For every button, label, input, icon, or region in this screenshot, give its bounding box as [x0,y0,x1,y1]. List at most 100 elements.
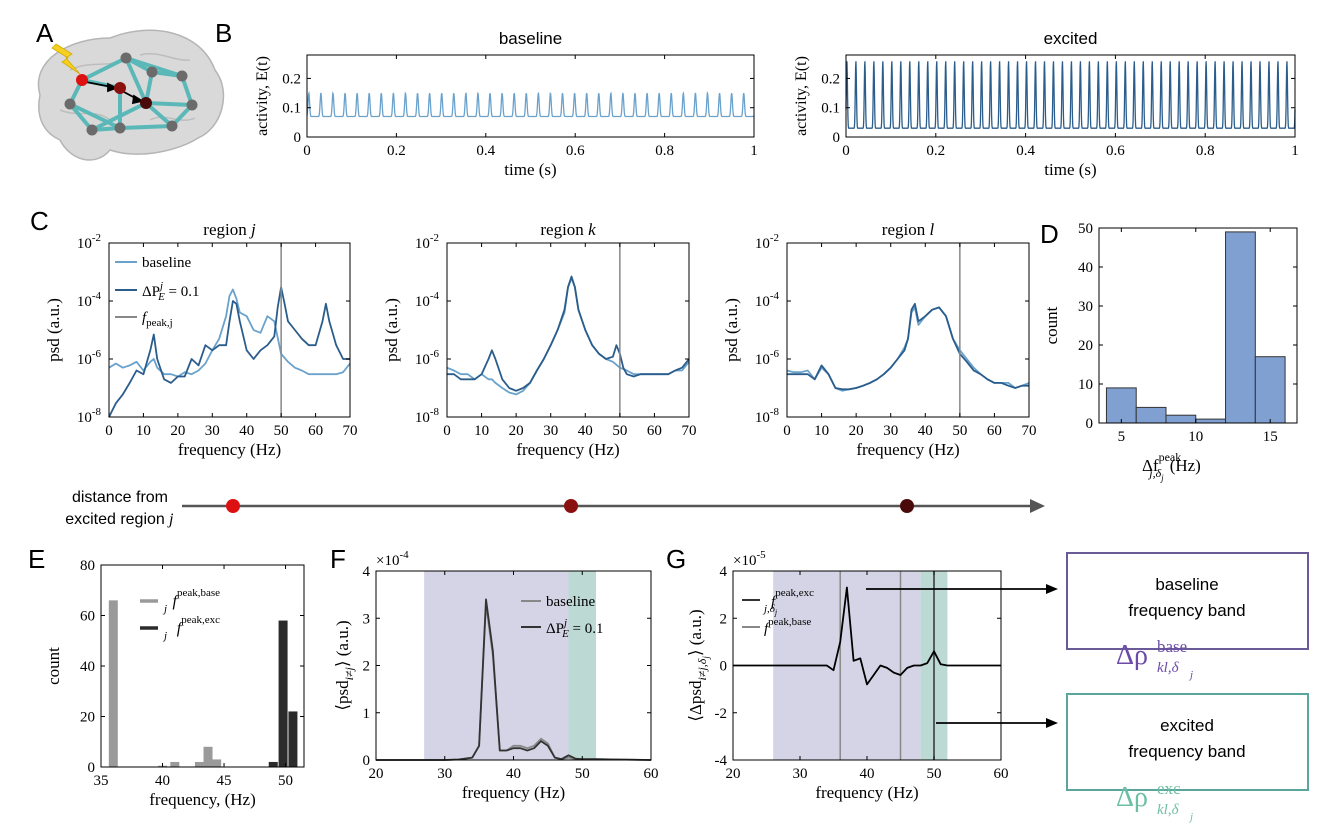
D-bar [1195,418,1227,424]
E-ytick-label: 60 [80,609,95,625]
network-arrows [85,81,145,105]
C-j-xtick-label: 70 [343,423,358,439]
G-legend-base-label: fpeak,base [764,616,811,637]
E-xtick-label: 50 [278,773,293,789]
C-l-title: region l [882,220,935,239]
chart-C-l: 0 10 20 30 40 50 60 70 10-8 10-6 10-4 10-2 region l f… [722,220,1037,459]
E-bar-base [170,761,180,767]
D-ytick-label: 0 [1086,416,1094,432]
E-xtick-label: 40 [155,773,170,789]
D-ytick-label: 30 [1078,299,1093,315]
G-legend-exc-label: fpeak,exc j,δj [762,587,814,617]
C-k-baseline-line [446,277,690,396]
C-l-ylabel: psd (a.u.) [722,298,741,362]
C-l-frame [786,242,1030,418]
E-bar-exc [278,620,288,767]
B-excited-xtick-label: 0.8 [1196,143,1215,159]
excited-box-line1: excited [1160,716,1214,735]
C-k-xtick-label: 20 [509,423,524,439]
C-j-xtick-label: 10 [136,423,151,439]
baseline-delta-rho: Δρ base kl,δ j [1116,637,1193,681]
E-bar-exc [268,761,278,767]
F-xtick-label: 20 [369,766,384,782]
C-l-xtick-label: 40 [918,423,933,439]
D-xtick-label: 5 [1118,429,1126,445]
B-excited-ytick-label: 0.2 [821,71,840,87]
D-xtick-label: 10 [1188,429,1203,445]
chart-C-k: 0 10 20 30 40 50 60 70 10-8 10-6 10-4 10-2 region k f… [382,220,697,459]
baseline-delta-rho-subsub: j [1188,669,1193,681]
F-ytick-label: 4 [363,564,371,580]
chart-E: 35 40 45 50 0 20 40 60 80 frequency, (Hz) count fpe… [44,558,305,809]
C-k-xtick-label: 50 [612,423,627,439]
E-bar-exc [288,711,298,767]
D-bar [1165,414,1197,424]
D-ytick-label: 50 [1078,221,1093,237]
C-l-ytick-label: 10-6 [755,348,780,368]
C-k-xtick-label: 70 [682,423,697,439]
chart-B-baseline: 0 0.2 0.4 0.6 0.8 1 0 0.1 0.2 baseline time (s) act… [254,29,758,179]
panel-letter-d: D [1040,219,1059,249]
panel-letter-g: G [666,544,686,574]
G-xtick-label: 20 [726,766,741,782]
B-baseline-xlabel: time (s) [504,160,556,179]
C-j-xtick-label: 60 [308,423,323,439]
D-ytick-label: 20 [1078,338,1093,354]
C-j-ytick-label: 10-6 [77,348,102,368]
B-excited-xtick-label: 0 [842,143,850,159]
F-ytick-label: 0 [363,753,371,769]
C-k-excited-line [447,275,690,392]
F-xtick-label: 40 [506,766,521,782]
C-l-xlabel: frequency (Hz) [856,440,959,459]
B-excited-title: excited [1044,29,1098,48]
legend-excited-label: ΔPj E = 0.1 [142,280,200,303]
G-ytick-label: 2 [720,611,728,627]
C-k-xtick-label: 60 [647,423,662,439]
C-j-ytick-label: 10-2 [77,232,101,252]
excited-delta-rho-sup: exc [1157,779,1181,798]
C-k-frame [446,242,690,418]
C-j-excited-line [108,286,350,418]
D-ytick-label: 10 [1078,377,1093,393]
B-excited-frame [845,54,1296,138]
C-l-ytick-label: 10-4 [755,290,780,310]
C-j-xtick-label: 20 [170,423,185,439]
B-baseline-activity-trace [306,90,755,118]
excited-delta-rho-subsub: j [1188,811,1193,823]
B-excited-ytick-label: 0.1 [821,101,840,117]
D-bar [1135,406,1167,424]
C-k-ylabel: psd (a.u.) [382,298,401,362]
C-j-ytick-label: 10-8 [77,406,102,426]
C-l-xtick-label: 20 [849,423,864,439]
D-bar [1225,231,1256,424]
C-k-xtick-label: 30 [543,423,558,439]
C-j-xtick-label: 40 [239,423,254,439]
D-xtick-label: 15 [1263,429,1278,445]
D-ylabel: count [1042,306,1061,344]
C-j-title: region j [203,220,256,239]
F-ytick-label: 2 [363,659,371,675]
F-ytick-label: 1 [363,706,371,722]
G-xtick-label: 50 [927,766,942,782]
D-bar [1105,387,1137,424]
C-k-ytick-label: 10-2 [415,232,439,252]
C-j-legend: baseline ΔPj E = 0.1 fpeak,j [115,255,200,329]
F-legend: baseline ΔPj E = 0.1 [521,594,604,640]
E-ylabel: count [44,647,63,685]
frequency-band-boxes: baseline frequency band Δρ base kl,δ j e… [866,552,1309,823]
distance-label-j: j [167,511,174,528]
F-xlabel: frequency (Hz) [462,783,565,802]
excited-box-line2: frequency band [1128,742,1245,761]
B-excited-xtick-label: 0.4 [1016,143,1035,159]
C-j-xtick-label: 30 [205,423,220,439]
C-l-xtick-label: 10 [814,423,829,439]
G-ytick-label: 4 [720,564,728,580]
G-xtick-label: 60 [994,766,1009,782]
lightning-icon [51,43,81,75]
E-legend-label: fpeak,base j [162,587,220,615]
C-k-ytick-label: 10-8 [415,406,440,426]
distance-label-line1: distance from [72,489,168,506]
chart-B-excited: 0 0.2 0.4 0.6 0.8 1 0 0.1 0.2 excited time (s) acti… [793,29,1299,179]
B-baseline-frame [306,54,755,138]
